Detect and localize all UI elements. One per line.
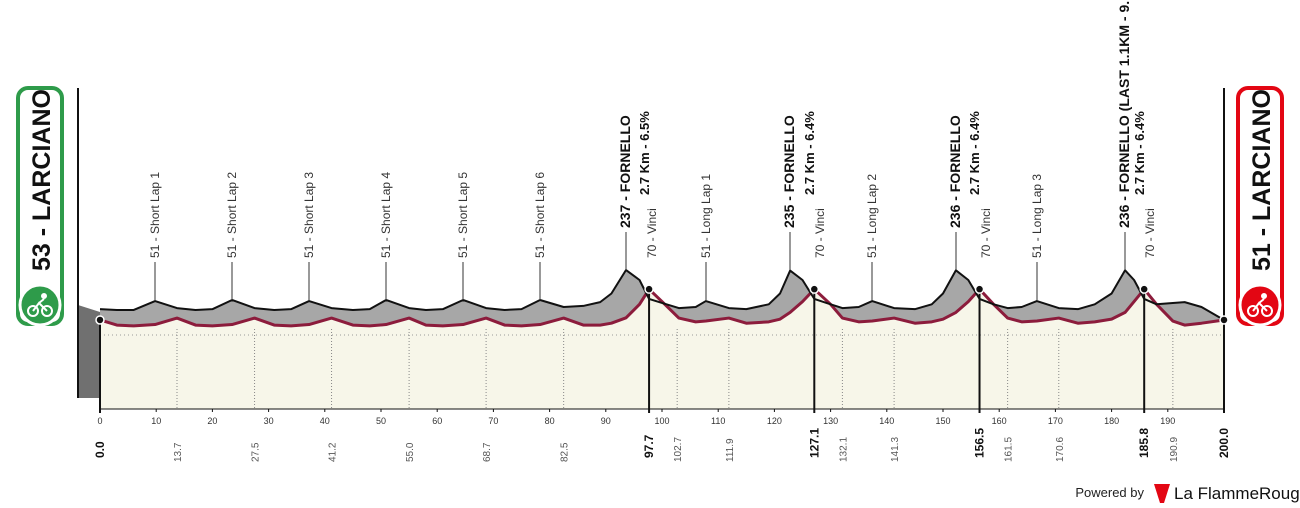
- km-marker-label: 55.0: [405, 442, 416, 462]
- x-tick-label: 120: [767, 416, 782, 426]
- km-marker-label: 185.8: [1137, 428, 1151, 458]
- km-marker-label: 170.6: [1055, 437, 1066, 462]
- start-badge-text: 53 - LARCIANO: [28, 89, 56, 271]
- x-tick-label: 130: [823, 416, 838, 426]
- km-marker-label: 132.1: [838, 437, 849, 462]
- annotation: 51 - Short Lap 1: [148, 172, 162, 258]
- km-marker-label: 41.2: [328, 442, 339, 462]
- x-tick-label: 160: [992, 416, 1007, 426]
- x-tick-label: 40: [320, 416, 330, 426]
- km-marker-label: 190.9: [1169, 437, 1180, 462]
- km-marker-label: 111.9: [725, 438, 736, 462]
- annotation: 51 - Long Lap 1: [699, 174, 713, 258]
- annotation: 70 - Vinci: [1143, 208, 1157, 258]
- annotation: 237 - FORNELLO: [617, 115, 633, 228]
- x-tick-label: 150: [935, 416, 950, 426]
- km-marker-label: 200.0: [1217, 428, 1231, 458]
- x-tick-label: 140: [879, 416, 894, 426]
- km-marker-label: 97.7: [642, 434, 656, 458]
- x-tick-label: 30: [264, 416, 274, 426]
- x-tick-label: 170: [1048, 416, 1063, 426]
- annotation: 70 - Vinci: [645, 208, 659, 258]
- x-tick-label: 90: [601, 416, 611, 426]
- x-tick-label: 20: [207, 416, 217, 426]
- annotation: 70 - Vinci: [813, 208, 827, 258]
- terrain-line: [99, 269, 1225, 321]
- route-point: [1139, 284, 1149, 294]
- annotation: 51 - Short Lap 2: [225, 172, 239, 258]
- km-marker-label: 156.5: [973, 428, 987, 458]
- x-tick-label: 60: [432, 416, 442, 426]
- annotation: 2.7 Km - 6.4%: [967, 111, 982, 195]
- annotation: 51 - Short Lap 4: [379, 172, 393, 258]
- annotation: 51 - Short Lap 6: [533, 172, 547, 258]
- annotation: 236 - FORNELLO (LAST 1.1KM - 9.1%): [1116, 0, 1132, 228]
- km-marker-label: 141.3: [890, 437, 901, 462]
- km-marker-label: 82.5: [560, 442, 571, 462]
- x-tick-label: 180: [1104, 416, 1119, 426]
- powered-by: Powered by: [1075, 485, 1144, 500]
- route-point: [974, 284, 985, 294]
- annotation: 51 - Long Lap 3: [1030, 174, 1044, 258]
- km-marker-label: 27.5: [251, 442, 262, 462]
- annotation: 2.7 Km - 6.4%: [1132, 111, 1147, 195]
- x-tick-label: 0: [97, 416, 102, 426]
- finish-cyclist: [1247, 293, 1273, 317]
- route-line: [99, 287, 1225, 328]
- annotation: 70 - Vinci: [979, 208, 993, 258]
- x-tick-label: 190: [1160, 416, 1175, 426]
- x-tick-label: 80: [545, 416, 555, 426]
- km-marker-label: 127.1: [807, 428, 821, 458]
- finish-badge-text: 51 - LARCIANO: [1248, 89, 1276, 271]
- left-wall: [78, 305, 100, 398]
- brand: La FlammeRouge: [1174, 484, 1300, 503]
- start-cyclist: [27, 293, 53, 317]
- annotation: 235 - FORNELLO: [781, 115, 797, 228]
- x-tick-label: 10: [151, 416, 161, 426]
- x-tick-label: 100: [654, 416, 669, 426]
- route-point: [1219, 315, 1229, 325]
- x-tick-label: 50: [376, 416, 386, 426]
- annotation: 51 - Long Lap 2: [865, 174, 879, 258]
- x-tick-label: 70: [488, 416, 498, 426]
- x-tick-label: 110: [711, 416, 725, 426]
- annotation: 2.7 Km - 6.4%: [802, 111, 817, 195]
- brand-logo: [1154, 484, 1170, 503]
- km-marker-label: 13.7: [173, 442, 184, 462]
- km-marker-label: 68.7: [482, 442, 493, 462]
- km-marker-label: 0.0: [93, 441, 107, 458]
- annotation: 51 - Short Lap 3: [302, 172, 316, 258]
- route-point: [95, 315, 105, 325]
- annotation: 236 - FORNELLO: [947, 115, 963, 228]
- route-point: [809, 284, 820, 294]
- route-area: [100, 289, 1224, 409]
- annotation: 2.7 Km - 6.5%: [637, 111, 652, 195]
- annotation: 51 - Short Lap 5: [456, 172, 470, 258]
- km-marker-label: 161.5: [1004, 437, 1015, 462]
- km-marker-label: 102.7: [673, 437, 684, 462]
- route-point: [644, 284, 654, 294]
